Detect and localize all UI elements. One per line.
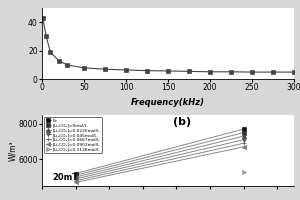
[Li₂CO₃]=0.045mol/L bbox=[74, 178, 77, 180]
Text: (b): (b) bbox=[173, 117, 191, 127]
Text: 20mT: 20mT bbox=[52, 173, 78, 182]
[Li₂CO₃]=0.0667mol/L bbox=[74, 179, 77, 182]
Line: Fe: Fe bbox=[74, 127, 246, 176]
X-axis label: Frequency(kHz): Frequency(kHz) bbox=[131, 98, 205, 107]
Legend: Fe, [Li₂CO₃]=0mol/L, [Li₂CO₃]=0.0226mol/L, [Li₂CO₃]=0.045mol/L, [Li₂CO₃]=0.0667m: Fe, [Li₂CO₃]=0mol/L, [Li₂CO₃]=0.0226mol/… bbox=[44, 117, 102, 153]
[Li₂CO₃]=0.0667mol/L bbox=[242, 142, 245, 144]
Line: [Li₂CO₃]=0.0226mol/L: [Li₂CO₃]=0.0226mol/L bbox=[74, 134, 246, 179]
Line: [Li₂CO₃]=0.0902mol/L: [Li₂CO₃]=0.0902mol/L bbox=[74, 145, 246, 185]
[Li₂CO₃]=0.0902mol/L bbox=[74, 181, 77, 184]
[Li₂CO₃]=0mol/L bbox=[74, 174, 77, 177]
Y-axis label: W/m³: W/m³ bbox=[8, 140, 17, 161]
Fe bbox=[74, 172, 77, 175]
Line: [Li₂CO₃]=0.0667mol/L: [Li₂CO₃]=0.0667mol/L bbox=[74, 141, 246, 183]
Fe bbox=[242, 128, 245, 130]
[Li₂CO₃]=0.0226mol/L bbox=[74, 176, 77, 178]
Line: [Li₂CO₃]=0mol/L: [Li₂CO₃]=0mol/L bbox=[74, 131, 246, 177]
[Li₂CO₃]=0.0226mol/L bbox=[242, 135, 245, 137]
[Li₂CO₃]=0mol/L bbox=[242, 131, 245, 134]
[Li₂CO₃]=0.0902mol/L bbox=[242, 146, 245, 148]
[Li₂CO₃]=0.045mol/L bbox=[242, 139, 245, 141]
Line: [Li₂CO₃]=0.045mol/L: [Li₂CO₃]=0.045mol/L bbox=[74, 138, 246, 181]
